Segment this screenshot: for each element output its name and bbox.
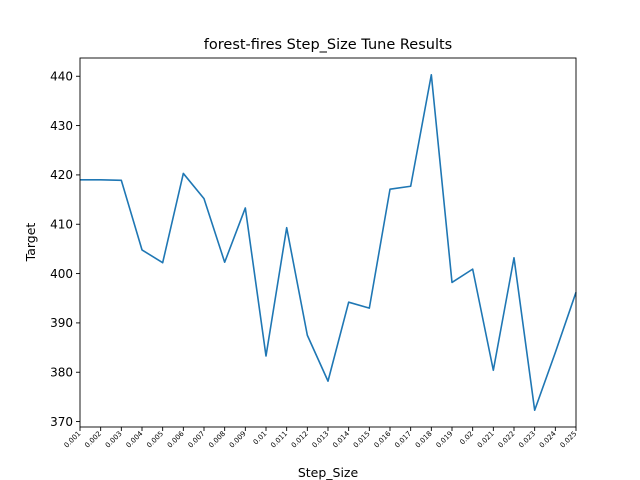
data-point <box>389 188 391 190</box>
y-tick-label: 440 <box>50 69 73 83</box>
x-axis-label: Step_Size <box>298 465 359 480</box>
y-tick-label: 370 <box>50 415 73 429</box>
data-point <box>430 74 432 76</box>
data-point <box>534 409 536 411</box>
data-point <box>348 301 350 303</box>
data-point <box>182 173 184 175</box>
data-point <box>472 268 474 270</box>
data-point <box>100 179 102 181</box>
data-point <box>368 307 370 309</box>
y-tick-label: 430 <box>50 119 73 133</box>
y-tick-label: 410 <box>50 217 73 231</box>
data-point <box>162 262 164 264</box>
series-line <box>80 73 577 412</box>
data-point <box>244 207 246 209</box>
chart-title: forest-fires Step_Size Tune Results <box>204 37 452 53</box>
data-point <box>410 185 412 187</box>
y-tick-label: 420 <box>50 168 73 182</box>
data-point <box>286 227 288 229</box>
y-tick-label: 380 <box>50 365 73 379</box>
data-point <box>203 198 205 200</box>
y-axis-label: Target <box>23 223 38 263</box>
data-point <box>224 261 226 263</box>
data-point <box>120 179 122 181</box>
data-point <box>554 352 556 354</box>
data-point <box>265 355 267 357</box>
data-point <box>327 380 329 382</box>
y-tick-label: 400 <box>50 267 73 281</box>
data-point <box>306 334 308 336</box>
y-tick-label: 390 <box>50 316 73 330</box>
data-point <box>451 282 453 284</box>
data-point <box>492 369 494 371</box>
data-point <box>141 249 143 251</box>
data-point <box>513 257 515 259</box>
